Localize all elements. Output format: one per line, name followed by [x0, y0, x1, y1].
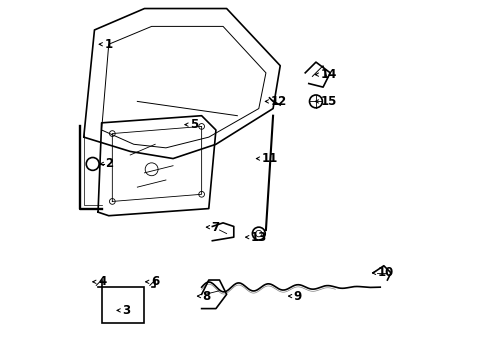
- Text: 14: 14: [320, 68, 336, 81]
- Text: 13: 13: [250, 231, 266, 244]
- Text: 7: 7: [211, 221, 219, 234]
- Bar: [102, 287, 144, 323]
- Text: 2: 2: [105, 157, 113, 170]
- Text: 5: 5: [190, 118, 198, 131]
- Text: 12: 12: [270, 95, 286, 108]
- Text: 6: 6: [151, 275, 159, 288]
- Text: 4: 4: [98, 275, 106, 288]
- Text: 9: 9: [293, 289, 302, 303]
- Text: 15: 15: [320, 95, 336, 108]
- Text: 3: 3: [122, 304, 130, 317]
- Text: 8: 8: [203, 289, 210, 303]
- Text: 11: 11: [261, 152, 277, 165]
- Text: 1: 1: [104, 38, 112, 51]
- Text: 10: 10: [377, 266, 393, 279]
